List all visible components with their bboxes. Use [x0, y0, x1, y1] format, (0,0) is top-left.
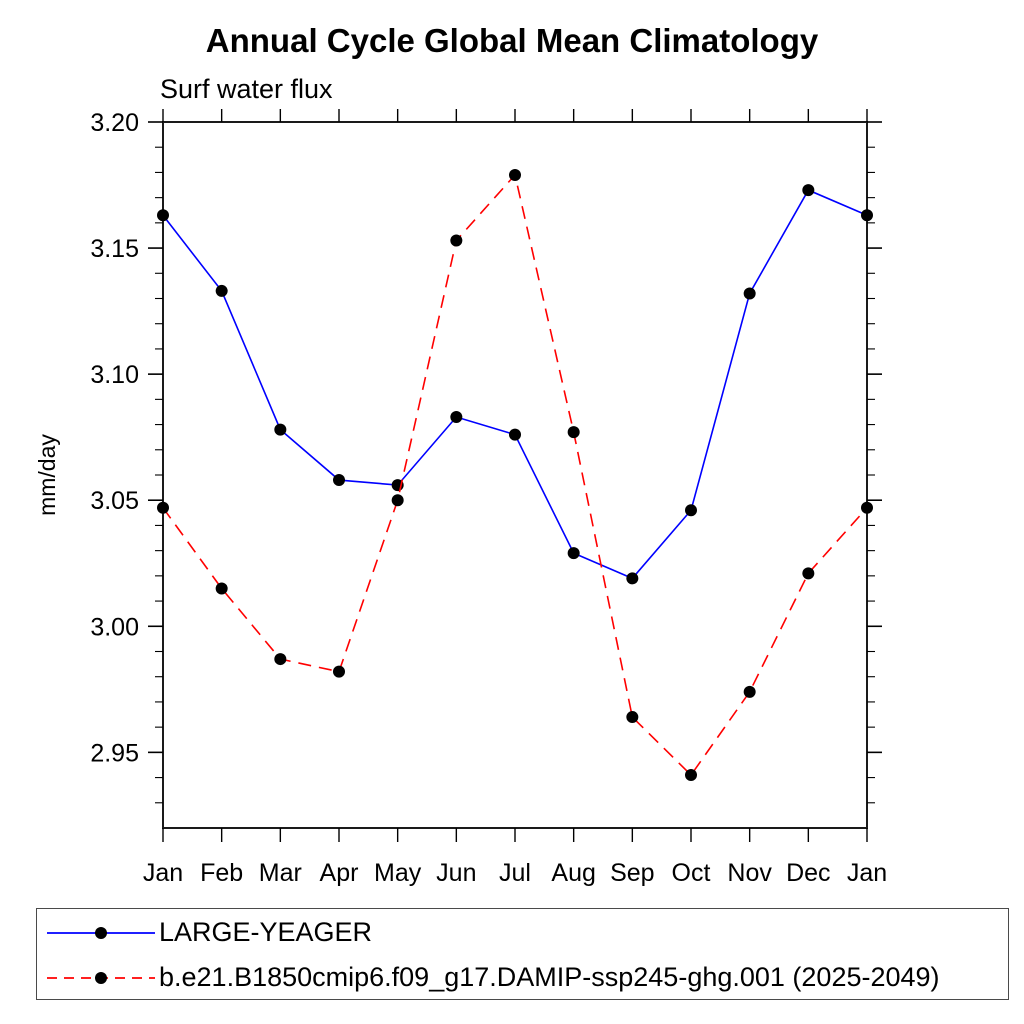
series-marker	[274, 653, 287, 666]
x-axis-tick-label: Aug	[551, 859, 595, 887]
series-marker	[743, 685, 756, 698]
y-axis-tick-label: 3.05	[90, 487, 139, 515]
series-marker	[509, 428, 521, 441]
series-marker	[802, 184, 815, 197]
y-axis-tick-label: 3.20	[90, 109, 139, 137]
x-axis-tick-label: Jan	[847, 859, 887, 887]
plot-svg: 2.95 3.00 3.05 3.10 3.15 3.20 Jan Feb Mar Apr May J…	[34, 109, 887, 887]
x-axis-tick-label: Sep	[610, 859, 654, 887]
x-axis-tick-label: Feb	[200, 859, 243, 887]
series-marker	[861, 501, 873, 514]
series-marker	[274, 423, 287, 436]
series-marker	[391, 494, 404, 507]
legend-marker-icon	[95, 971, 107, 984]
series-marker	[509, 168, 521, 181]
series-marker	[802, 567, 815, 580]
series-marker	[567, 547, 580, 560]
x-axis-tick-label: May	[374, 859, 422, 887]
legend-label: b.e21.B1850cmip6.f09_g17.DAMIP-ssp245-gh…	[159, 962, 940, 992]
y-axis-tick-label: 2.95	[90, 739, 139, 767]
series-marker	[685, 504, 697, 517]
y-axis-label: mm/day	[34, 434, 60, 516]
legend-line-sample	[47, 926, 155, 939]
x-axis-tick-label: Jul	[499, 859, 531, 887]
series-line-1	[162, 173, 868, 777]
series-marker	[157, 209, 169, 222]
legend-label: LARGE-YEAGER	[159, 917, 373, 947]
x-axis-tick-label: Nov	[727, 859, 772, 887]
legend-line-sample	[47, 971, 155, 984]
series-marker	[333, 474, 345, 487]
legend-item-0: LARGE-YEAGER	[37, 910, 1008, 955]
series-marker	[450, 411, 463, 424]
series-marker	[567, 426, 580, 439]
x-axis-tick-label: Jan	[143, 859, 183, 887]
x-axis-tick-label: Mar	[259, 859, 302, 887]
series-marker	[450, 234, 463, 247]
series-marker	[333, 665, 345, 678]
series-marker	[215, 582, 228, 595]
y-axis-tick-label: 3.00	[90, 613, 139, 641]
series-marker	[861, 209, 873, 222]
y-axis-tick-label: 3.10	[90, 361, 139, 389]
y-axis-tick-label: 3.15	[90, 235, 139, 263]
series-marker	[215, 284, 228, 297]
x-axis-tick-label: Jun	[436, 859, 476, 887]
plot-frame	[162, 121, 868, 829]
series-marker	[685, 769, 697, 782]
x-axis-tick-label: Apr	[320, 859, 359, 887]
series-marker	[626, 711, 639, 724]
legend-marker-icon	[95, 926, 107, 939]
series-line-0	[162, 189, 868, 580]
series-marker	[743, 287, 756, 300]
chart-title: Annual Cycle Global Mean Climatology	[205, 22, 819, 59]
series-marker	[157, 501, 169, 514]
x-axis-tick-label: Oct	[672, 859, 711, 887]
legend-item-1: b.e21.B1850cmip6.f09_g17.DAMIP-ssp245-gh…	[37, 955, 1008, 1000]
chart-subtitle: Surf water flux	[160, 74, 333, 104]
x-axis-tick-label: Dec	[786, 859, 830, 887]
legend: LARGE-YEAGER b.e21.B1850cmip6.f09_g17.DAM…	[36, 908, 1009, 1000]
series-marker	[626, 572, 639, 585]
